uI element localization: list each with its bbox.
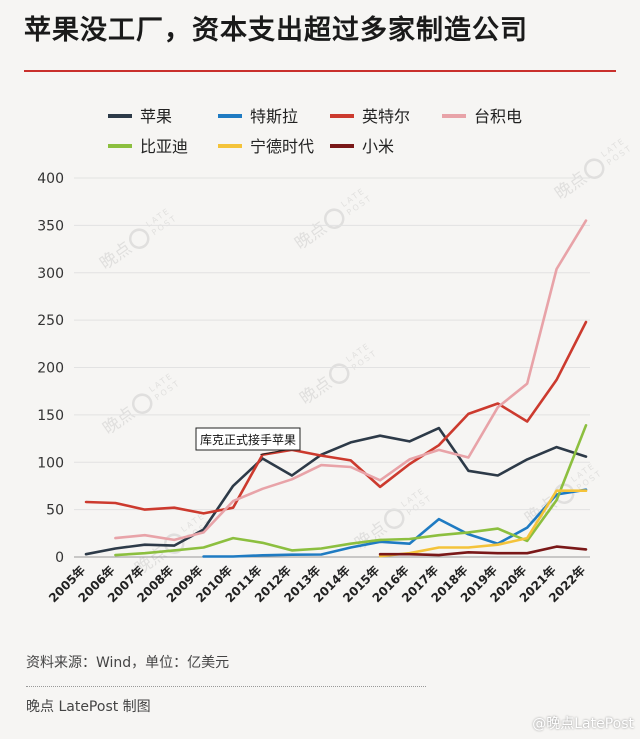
y-tick-label: 350 — [37, 218, 64, 234]
annotation-text: 库克正式接手苹果 — [200, 432, 296, 447]
y-tick-label: 0 — [55, 550, 64, 566]
annotation-box — [195, 427, 301, 451]
watermark-text: 晚点 — [291, 218, 330, 254]
series-line — [84, 320, 588, 515]
legend-label: 英特尔 — [362, 107, 410, 126]
y-tick-label: 150 — [37, 408, 64, 424]
watermark-text: 晚点 — [551, 168, 590, 204]
watermark-text: 晚点 — [351, 518, 390, 554]
legend-label: 比亚迪 — [140, 137, 188, 156]
annotation-layer: 库克正式接手苹果 — [195, 427, 301, 455]
legend-label: 台积电 — [474, 107, 522, 126]
watermark-ring — [328, 363, 350, 384]
y-tick-label: 400 — [37, 171, 64, 187]
series-line — [378, 489, 588, 558]
watermark-ring — [128, 228, 150, 249]
legend-label: 苹果 — [140, 107, 172, 126]
x-axis: 2005年2006年2007年2008年2009年2010年2011年2012年… — [45, 563, 588, 606]
series-layer — [84, 219, 588, 558]
watermark-text: 晚点 — [96, 238, 135, 274]
series-line — [84, 426, 588, 556]
credit-text: 晚点 LatePost 制图 — [26, 699, 151, 715]
watermark-ring — [323, 208, 345, 229]
legend-label: 宁德时代 — [250, 137, 314, 156]
series-line — [114, 219, 588, 542]
watermark-ring — [131, 393, 153, 414]
watermark-ring — [383, 508, 405, 529]
title-divider — [24, 70, 616, 72]
source-note: 资料来源：Wind，单位：亿美元 — [26, 655, 230, 671]
page-title: 苹果没工厂，资本支出超过多家制造公司 — [24, 15, 528, 46]
y-tick-label: 100 — [37, 455, 64, 471]
y-tick-label: 200 — [37, 361, 64, 377]
footer-divider — [26, 686, 426, 687]
legend-label: 特斯拉 — [250, 107, 298, 126]
series-line — [114, 424, 588, 557]
grid — [74, 177, 590, 558]
watermark-text: 晚点 — [296, 373, 335, 409]
y-tick-label: 50 — [46, 503, 64, 519]
watermark-ring — [583, 158, 605, 179]
annotation-leader — [260, 449, 287, 455]
series-line — [378, 545, 588, 557]
y-tick-label: 250 — [37, 313, 64, 329]
y-axis: 0 50 100 150 200 250 300 350 400 — [37, 171, 64, 566]
watermark-text: 晚点 — [99, 403, 138, 439]
legend-label: 小米 — [362, 137, 394, 156]
series-line — [202, 488, 588, 558]
y-tick-label: 300 — [37, 266, 64, 282]
corner-watermark: @晚点LatePost — [532, 716, 634, 732]
